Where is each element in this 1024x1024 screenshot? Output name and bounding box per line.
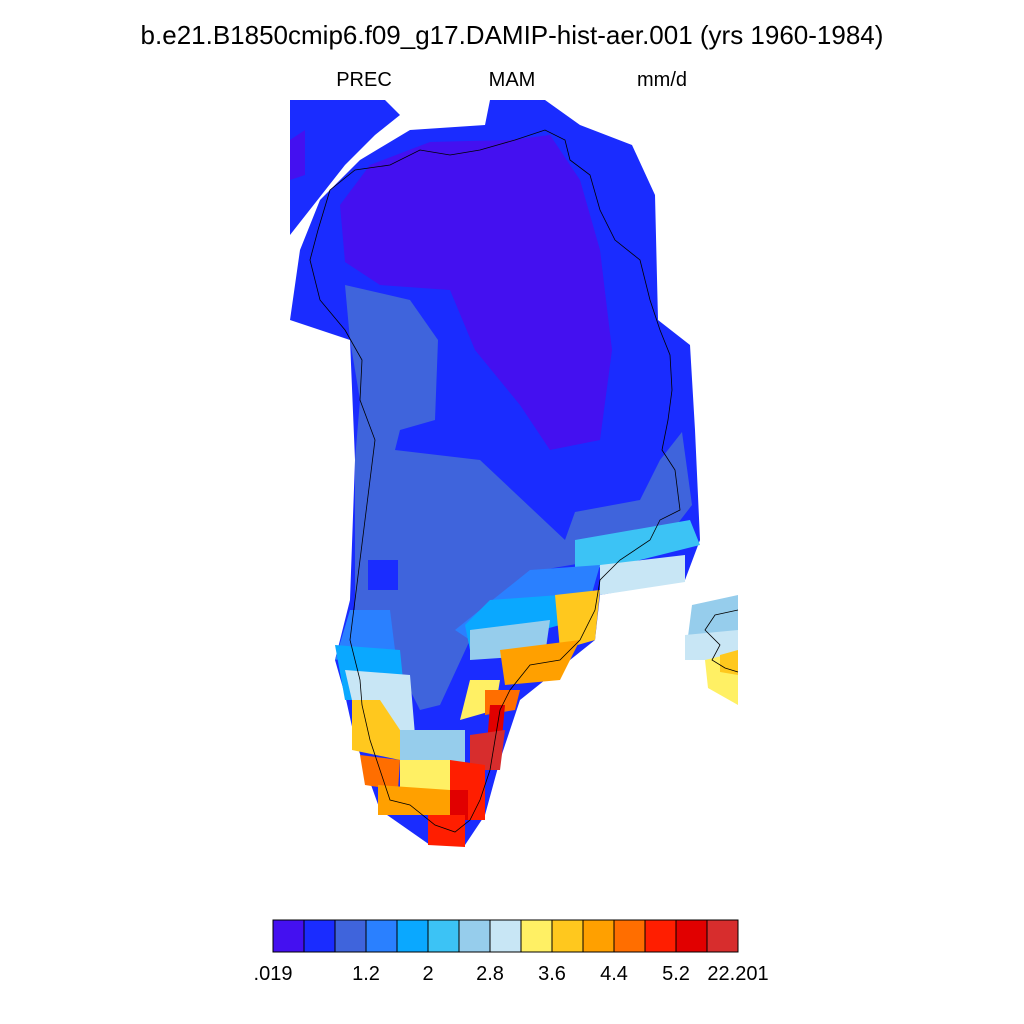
field-region xyxy=(470,730,505,770)
colorbar-label: 2 xyxy=(422,963,433,985)
field-region xyxy=(428,815,465,847)
variable-label: PREC xyxy=(336,69,392,91)
colorbar-swatch xyxy=(303,919,336,953)
units-label: mm/d xyxy=(637,69,687,91)
colorbar-swatch xyxy=(489,919,522,953)
field-region xyxy=(360,755,400,790)
colorbar-label: 5.2 xyxy=(662,963,690,985)
season-label: MAM xyxy=(489,69,536,91)
field-region xyxy=(720,650,738,675)
field-region xyxy=(400,730,465,765)
colorbar-swatch xyxy=(520,919,553,953)
colorbar-swatch xyxy=(396,919,429,953)
coastline xyxy=(704,609,739,673)
field-region xyxy=(600,555,685,595)
colorbar-swatch xyxy=(427,919,460,953)
coastline xyxy=(309,129,681,833)
field-region xyxy=(368,560,398,590)
field-region xyxy=(400,760,450,790)
colorbar-swatch xyxy=(675,919,708,953)
colorbar-swatch xyxy=(644,919,677,953)
field-region xyxy=(340,135,612,450)
field-region xyxy=(500,640,580,685)
colorbar-label: 22.201 xyxy=(707,963,768,985)
colorbar-swatch xyxy=(582,919,615,953)
field-region xyxy=(290,130,305,180)
colorbar-label: 1.2 xyxy=(352,963,380,985)
field-region xyxy=(575,520,700,570)
colorbar-swatch xyxy=(365,919,398,953)
colorbar-swatch xyxy=(458,919,491,953)
title: b.e21.B1850cmip6.f09_g17.DAMIP-hist-aer.… xyxy=(141,20,884,50)
colorbar-swatch xyxy=(613,919,646,953)
colorbar-swatch xyxy=(272,919,305,953)
colorbar-swatch xyxy=(551,919,584,953)
field-region xyxy=(290,100,400,235)
colorbar-swatch xyxy=(706,919,739,953)
field-region xyxy=(450,790,468,820)
colorbar-label: 2.8 xyxy=(476,963,504,985)
field-region xyxy=(685,630,738,660)
field-region xyxy=(555,590,600,650)
field-region xyxy=(345,285,692,710)
colorbar: .019 1.2 2 2.8 3.6 4.4 5.2 22.201 xyxy=(254,919,769,985)
colorbar-swatch xyxy=(334,919,367,953)
precip-field xyxy=(290,100,738,847)
colorbar-label: 4.4 xyxy=(600,963,628,985)
colorbar-label: 3.6 xyxy=(538,963,566,985)
colorbar-label: .019 xyxy=(254,963,293,985)
field-region xyxy=(378,785,450,815)
